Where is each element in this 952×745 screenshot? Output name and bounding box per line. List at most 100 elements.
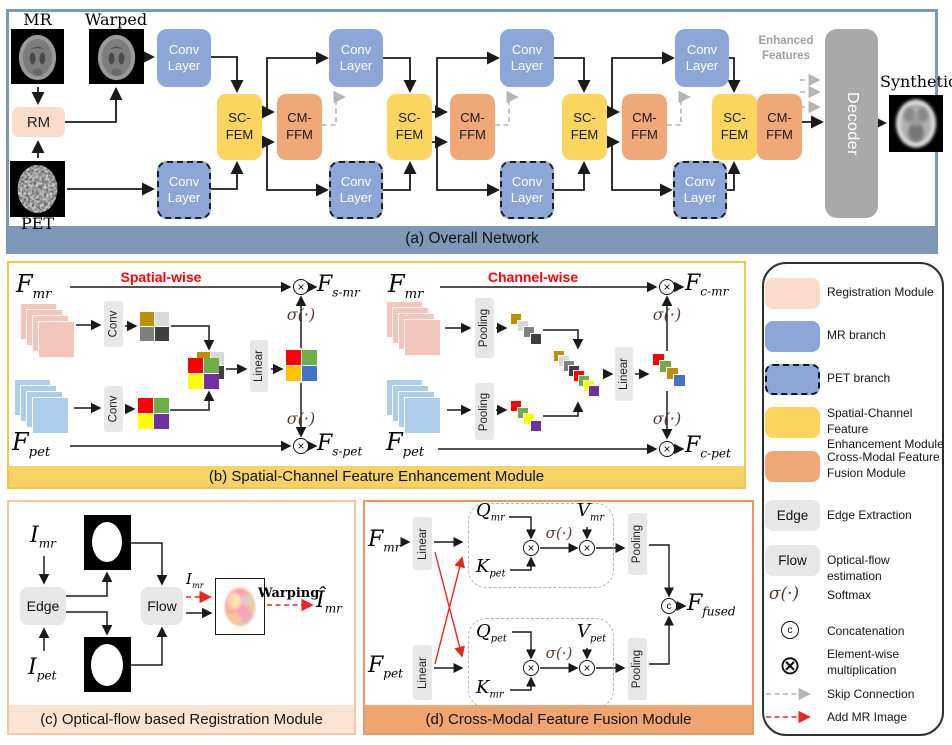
flow-field-image bbox=[215, 578, 265, 635]
f-pet-label-spatial: Fpet bbox=[12, 428, 51, 460]
legend-label-skip: Skip Connection bbox=[827, 687, 915, 701]
optical-flow-box: Flow bbox=[141, 587, 183, 625]
scfem-box-4: SC- FEM bbox=[712, 94, 757, 160]
mr-feature-stack-channel bbox=[386, 301, 442, 357]
panel-registration: (c) Optical-flow based Registration Modu… bbox=[7, 500, 356, 735]
pet-image bbox=[10, 161, 65, 217]
f-mr-label-channel: Fmr bbox=[388, 270, 424, 302]
mr-image bbox=[11, 29, 64, 84]
spatial-wise-title: Spatial-wise bbox=[120, 269, 202, 285]
legend-swatch-flow: Flow bbox=[765, 545, 820, 576]
legend-swatch-edge: Edge bbox=[765, 500, 820, 531]
multiply-icon-s1: × bbox=[293, 279, 309, 295]
mr-input-label: MR bbox=[23, 10, 52, 29]
linear-op-mr-fusion: Linear bbox=[413, 517, 432, 570]
merged-channel-vector bbox=[553, 350, 603, 400]
conv-op-mr: Conv bbox=[104, 301, 123, 347]
softmax-symbol-c2: σ(·) bbox=[652, 409, 682, 428]
conv-op-pet: Conv bbox=[104, 386, 123, 432]
legend-label-registration: Registration Module bbox=[827, 285, 934, 299]
legend-label-mr-branch: MR branch bbox=[827, 328, 886, 342]
legend-label-concat: Concatenation bbox=[827, 624, 905, 638]
scfem-box-3: SC- FEM bbox=[562, 94, 607, 160]
multiply-icon-d1: × bbox=[523, 540, 539, 556]
f-s-pet-label: Fs-pet bbox=[317, 431, 363, 459]
softmax-symbol-s1: σ(·) bbox=[286, 305, 316, 324]
panel-a-caption: (a) Overall Network bbox=[9, 226, 935, 251]
i-mr-small-label: Imr bbox=[186, 570, 204, 590]
warped-brain-graphic bbox=[89, 29, 144, 84]
registration-module-box: RM bbox=[12, 107, 65, 137]
linear-op-spatial: Linear bbox=[250, 340, 268, 392]
legend-label-flow: Optical-flow estimation bbox=[827, 553, 890, 583]
i-pet-label: Ipet bbox=[28, 655, 57, 683]
channel-wise-title: Channel-wise bbox=[487, 269, 579, 285]
multiply-icon-d4: × bbox=[579, 660, 595, 676]
v-pet-label: Vpet bbox=[577, 621, 607, 645]
cmffm-box-4: CM- FFM bbox=[757, 94, 802, 160]
f-pet-label-channel: Fpet bbox=[386, 428, 425, 460]
enhanced-features-label: Enhanced Features bbox=[758, 35, 814, 62]
decoder-box: Decoder bbox=[825, 29, 878, 218]
legend-multiply-icon: ⊗ bbox=[779, 650, 801, 680]
f-pet-label-fusion: Fpet bbox=[368, 653, 404, 681]
synthetic-brain-graphic bbox=[889, 95, 943, 152]
edge-mask-mr-image bbox=[84, 515, 131, 570]
softmax-symbol-d2: σ(·) bbox=[545, 644, 573, 662]
merged-spatial-map bbox=[188, 352, 226, 390]
scfem-box-1: SC- FEM bbox=[217, 94, 262, 160]
legend-label-edge: Edge Extraction bbox=[827, 508, 912, 522]
k-mr-label: Kmr bbox=[476, 677, 504, 701]
legend-label-scfem: Spatial-Channel Feature Enhancement Modu… bbox=[827, 406, 944, 452]
f-s-mr-label: Fs-mr bbox=[317, 272, 360, 300]
conv-layer-pet-2: Conv Layer bbox=[329, 161, 383, 219]
conv-layer-pet-3: Conv Layer bbox=[500, 161, 554, 219]
mr-spatial-map bbox=[140, 312, 169, 341]
pooling-op-mr-fusion: Pooling bbox=[628, 513, 647, 575]
pet-feature-stack-spatial bbox=[14, 379, 70, 435]
linear-op-pet-fusion: Linear bbox=[413, 645, 432, 700]
conv-layer-pet-1: Conv Layer bbox=[157, 161, 211, 219]
legend-label-pet-branch: PET branch bbox=[827, 371, 891, 385]
warping-label: Warping bbox=[258, 586, 320, 601]
synthetic-label: Synthetic bbox=[880, 72, 952, 91]
edge-mask-pet-image bbox=[84, 637, 131, 692]
pet-attention-group bbox=[468, 618, 614, 708]
pet-input-label: PET bbox=[20, 214, 55, 233]
legend-swatch-mr-branch bbox=[765, 321, 820, 352]
multiply-icon-d2: × bbox=[579, 540, 595, 556]
i-mr-label: Imr bbox=[30, 523, 56, 551]
warped-label: Warped bbox=[84, 10, 148, 29]
mr-brain-graphic bbox=[11, 29, 64, 84]
i-hat-mr-label: Îmr bbox=[316, 588, 342, 616]
softmax-symbol-d1: σ(·) bbox=[545, 524, 573, 542]
q-mr-label: Qmr bbox=[476, 500, 505, 524]
panel-d-caption: (d) Cross-Modal Feature Fusion Module bbox=[365, 705, 752, 733]
conv-layer-mr-2: Conv Layer bbox=[329, 29, 383, 87]
k-pet-label: Kpet bbox=[476, 556, 506, 580]
scfem-box-2: SC- FEM bbox=[387, 94, 432, 160]
softmax-symbol-s2: σ(·) bbox=[286, 409, 316, 428]
multiply-icon-s2: × bbox=[293, 438, 309, 454]
warped-image bbox=[89, 29, 144, 84]
softmax-symbol-c1: σ(·) bbox=[652, 305, 682, 324]
pooling-op-pet: Pooling bbox=[475, 383, 494, 440]
f-mr-label-spatial: Fmr bbox=[16, 270, 52, 302]
concat-icon: c bbox=[661, 598, 677, 614]
legend-swatch-pet-branch bbox=[765, 364, 820, 395]
f-mr-label-fusion: Fmr bbox=[368, 527, 401, 555]
multiply-icon-d3: × bbox=[523, 660, 539, 676]
legend-label-multiply: Element-wise multiplication bbox=[827, 647, 900, 677]
conv-layer-pet-4: Conv Layer bbox=[673, 161, 727, 219]
pet-feature-stack-channel bbox=[386, 379, 442, 435]
panel-c-caption: (c) Optical-flow based Registration Modu… bbox=[9, 705, 354, 733]
legend-label-add-mr: Add MR Image bbox=[827, 710, 908, 724]
mr-attention-group bbox=[468, 503, 614, 588]
legend-swatch-scfem bbox=[765, 407, 820, 438]
pooling-op-pet-fusion: Pooling bbox=[628, 638, 647, 700]
linear-op-channel: Linear bbox=[615, 347, 633, 401]
pet-channel-vector bbox=[510, 400, 544, 434]
legend-concat-icon: c bbox=[781, 621, 799, 639]
panel-b-caption: (b) Spatial-Channel Feature Enhancement … bbox=[9, 466, 744, 487]
